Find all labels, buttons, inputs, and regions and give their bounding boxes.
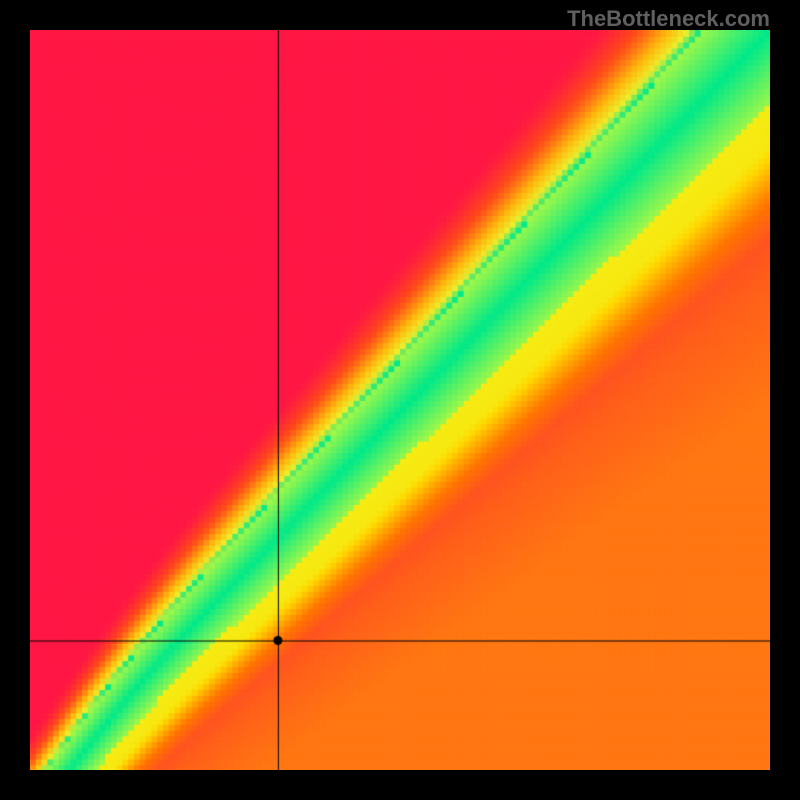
watermark-text: TheBottleneck.com (567, 6, 770, 32)
heatmap-plot (30, 30, 770, 770)
chart-container: TheBottleneck.com (0, 0, 800, 800)
